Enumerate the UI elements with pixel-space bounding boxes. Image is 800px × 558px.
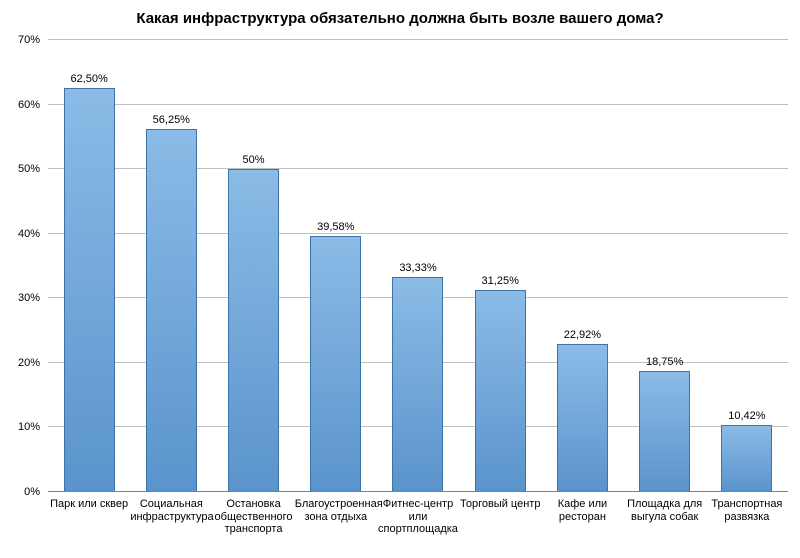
plot-area: 62,50%Парк или сквер56,25%Социальная инф… [48,40,788,492]
bar: 33,33% [392,277,443,492]
x-category-label: Парк или сквер [48,498,130,511]
y-tick-label: 70% [18,34,48,46]
x-category-label: Транспортная развязка [706,498,788,523]
bar-slot: 33,33%Фитнес-центр или спортплощадка [377,40,459,492]
bar: 31,25% [475,290,526,492]
y-tick-label: 60% [18,99,48,111]
x-category-label: Благоустроенная зона отдыха [295,498,377,523]
bar-value-label: 62,50% [70,73,107,85]
bar: 10,42% [721,425,772,492]
bar-slot: 22,92%Кафе или ресторан [541,40,623,492]
x-category-label: Торговый центр [459,498,541,511]
bar-value-label: 31,25% [482,275,519,287]
bar: 22,92% [557,344,608,492]
bar-slot: 18,75%Площадка для выгула собак [624,40,706,492]
y-tick-label: 40% [18,228,48,240]
bar: 39,58% [310,236,361,492]
bar-value-label: 39,58% [317,221,354,233]
x-category-label: Социальная инфраструктура [130,498,212,523]
bar-slot: 56,25%Социальная инфраструктура [130,40,212,492]
y-tick-label: 20% [18,357,48,369]
bar-value-label: 56,25% [153,114,190,126]
bars-layer: 62,50%Парк или сквер56,25%Социальная инф… [48,40,788,492]
bar-value-label: 50% [243,154,265,166]
bar-slot: 39,58%Благоустроенная зона отдыха [295,40,377,492]
bar: 56,25% [146,129,197,492]
y-tick-label: 30% [18,292,48,304]
bar-chart: Какая инфраструктура обязательно должна … [0,0,800,558]
bar-value-label: 33,33% [399,262,436,274]
x-axis-line [48,491,788,492]
x-category-label: Фитнес-центр или спортплощадка [377,498,459,536]
x-category-label: Площадка для выгула собак [624,498,706,523]
bar-slot: 31,25%Торговый центр [459,40,541,492]
bar-slot: 62,50%Парк или сквер [48,40,130,492]
bar-slot: 10,42%Транспортная развязка [706,40,788,492]
bar: 18,75% [639,371,690,492]
bar: 62,50% [64,88,115,492]
x-category-label: Кафе или ресторан [541,498,623,523]
x-category-label: Остановка общественного транспорта [213,498,295,536]
y-tick-label: 50% [18,163,48,175]
chart-title: Какая инфраструктура обязательно должна … [0,10,800,27]
bar: 50% [228,169,279,492]
bar-value-label: 10,42% [728,410,765,422]
y-tick-label: 10% [18,421,48,433]
bar-value-label: 22,92% [564,329,601,341]
bar-slot: 50%Остановка общественного транспорта [212,40,294,492]
bar-value-label: 18,75% [646,356,683,368]
y-tick-label: 0% [24,486,48,498]
